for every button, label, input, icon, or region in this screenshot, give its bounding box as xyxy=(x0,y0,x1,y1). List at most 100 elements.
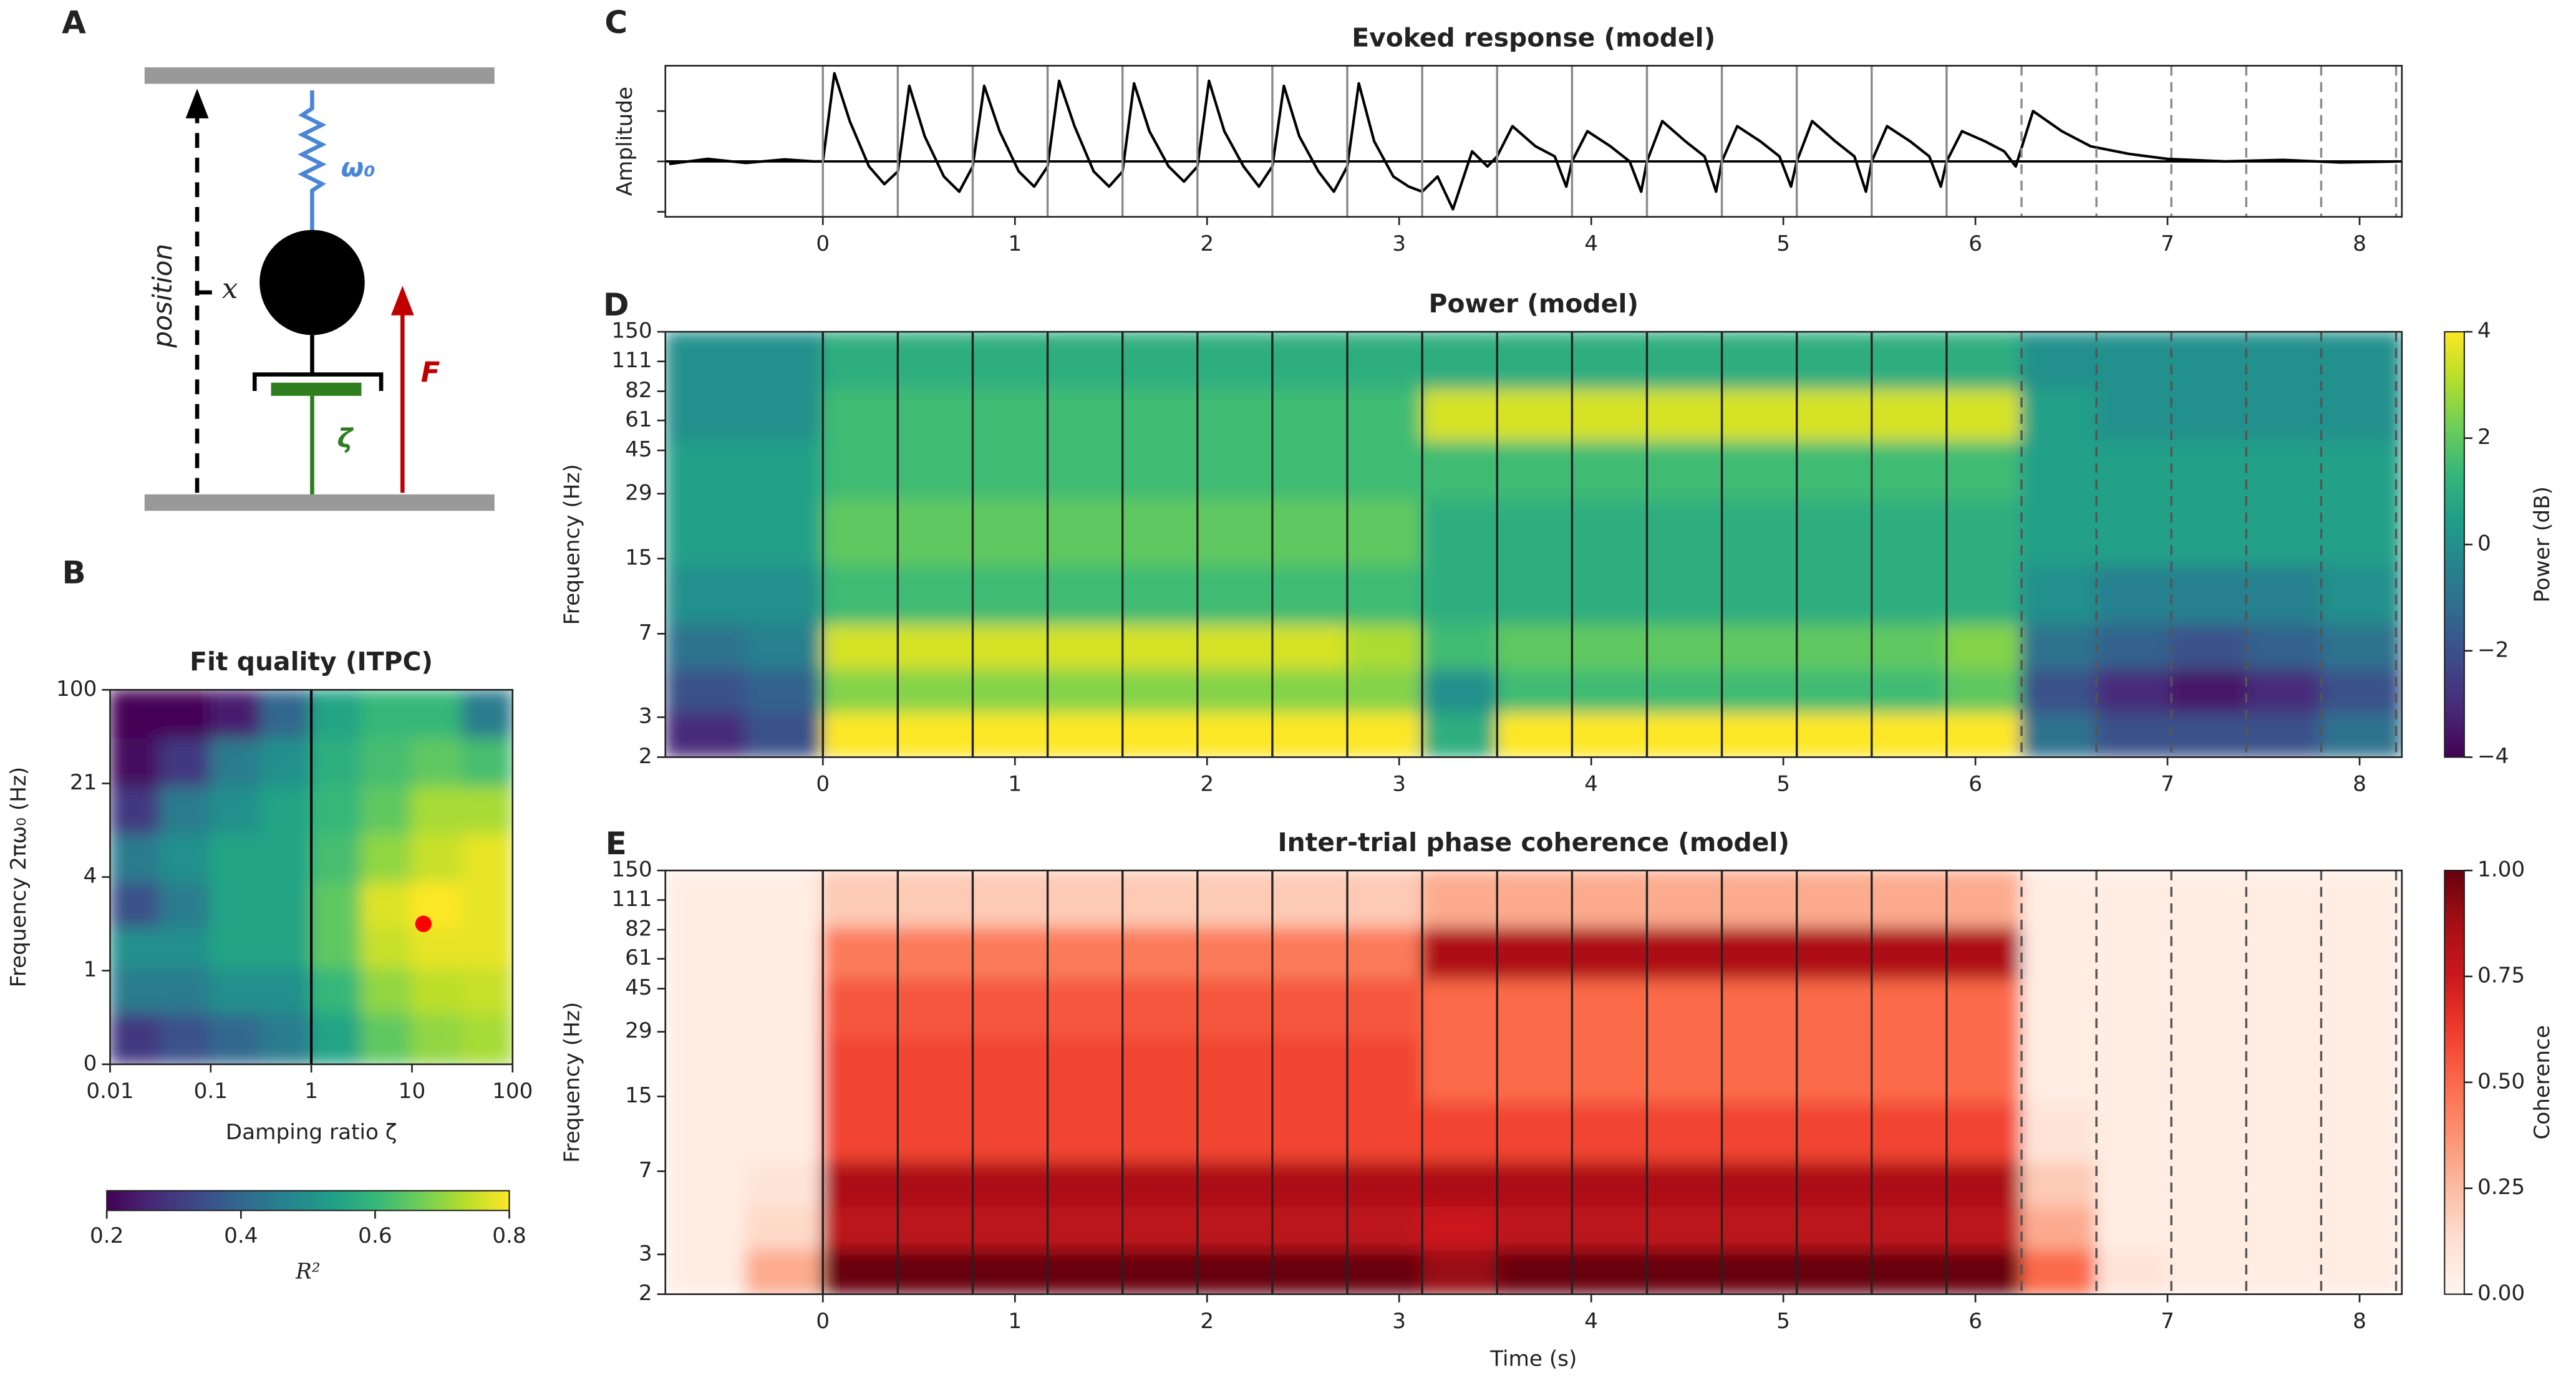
heat-cell xyxy=(821,1101,899,1162)
x-tick-label: 0 xyxy=(816,1309,830,1334)
heat-cell xyxy=(1945,668,2023,713)
heat-cell xyxy=(159,832,212,883)
heat-cell xyxy=(260,785,312,834)
panel-label: E xyxy=(606,826,627,862)
heat-cell xyxy=(361,690,413,738)
heat-cell xyxy=(2245,623,2322,670)
heat-cell xyxy=(1047,387,1124,441)
colorbar-tick-label: 0.8 xyxy=(492,1223,526,1248)
x-tick-label: 100 xyxy=(492,1079,533,1104)
colorbar-tick-label: −2 xyxy=(2477,637,2509,662)
y-tick-label: 29 xyxy=(625,480,652,505)
heat-cell xyxy=(972,440,1048,500)
heat-cell xyxy=(1121,440,1199,500)
colorbar-tick-label: 0.50 xyxy=(2477,1069,2525,1094)
heat-cell xyxy=(665,387,747,441)
x-tick-label: 2 xyxy=(1200,231,1214,256)
panel-label: B xyxy=(62,554,85,590)
heat-cell xyxy=(1196,1101,1274,1162)
axes-frame xyxy=(664,330,2403,758)
heat-cell xyxy=(1646,711,1723,758)
heat-cell xyxy=(665,711,747,758)
heat-cell xyxy=(1871,870,1948,928)
heat-cell xyxy=(1196,668,1274,713)
y-tick-label: 111 xyxy=(611,887,652,912)
heat-cell xyxy=(665,668,747,713)
position-arrowhead xyxy=(185,89,209,118)
heat-cell xyxy=(2095,387,2172,441)
colorbar-label: Coherence xyxy=(2530,1025,2555,1140)
heat-cell xyxy=(1796,668,1873,713)
heat-cell xyxy=(1871,440,1948,500)
heat-cell xyxy=(1121,387,1199,441)
heat-cell xyxy=(2095,563,2172,625)
heat-cell xyxy=(972,711,1048,758)
heat-cell xyxy=(972,1036,1048,1104)
heat-cell xyxy=(1721,870,1798,928)
heat-cell xyxy=(745,1101,823,1162)
heat-cell xyxy=(745,623,823,670)
heat-cell xyxy=(1271,1036,1349,1104)
heat-cell xyxy=(1121,1101,1199,1162)
heat-cell xyxy=(411,785,463,834)
heat-cell xyxy=(2320,440,2402,500)
heat-cell xyxy=(821,498,899,566)
heat-cell xyxy=(1346,1036,1423,1104)
heat-cell xyxy=(1496,387,1573,441)
x-tick-label: 7 xyxy=(2161,231,2174,256)
heatmap-image xyxy=(665,870,2402,1294)
y-tick-label: 111 xyxy=(611,348,652,373)
heat-cell xyxy=(1196,623,1274,670)
heat-cell xyxy=(110,880,162,928)
heat-cell xyxy=(665,1101,747,1162)
heat-cell xyxy=(2170,870,2247,928)
chart-title: Power (model) xyxy=(1429,289,1639,319)
heat-cell xyxy=(897,1248,974,1294)
y-axis-label: Frequency (Hz) xyxy=(560,464,585,625)
x-tick-label: 6 xyxy=(1968,772,1982,797)
heat-cell xyxy=(1121,978,1199,1038)
heat-cell xyxy=(1721,1160,1798,1207)
heat-cell xyxy=(1047,711,1124,758)
heat-cell xyxy=(2170,623,2247,670)
heat-cell xyxy=(897,711,974,758)
heat-cell xyxy=(1346,668,1423,713)
heat-cell xyxy=(2095,668,2172,713)
y-tick-label: 1 xyxy=(84,957,97,982)
heat-cell xyxy=(972,332,1048,390)
heat-cell xyxy=(665,1248,747,1294)
heat-cell xyxy=(972,1248,1048,1294)
heat-cell xyxy=(1271,498,1349,566)
heat-cell xyxy=(1571,440,1648,500)
heat-cell xyxy=(210,1011,262,1064)
chart-title: Fit quality (ITPC) xyxy=(190,647,433,677)
heat-cell xyxy=(2245,1036,2322,1104)
heat-cell xyxy=(1721,925,1798,980)
heat-cell xyxy=(745,925,823,980)
heat-cell xyxy=(2020,668,2098,713)
heat-cell xyxy=(2020,1205,2098,1250)
heat-cell xyxy=(210,690,262,738)
heat-cell xyxy=(411,1011,463,1064)
heat-cell xyxy=(1121,870,1199,928)
heat-cell xyxy=(1796,711,1873,758)
position-label: position xyxy=(147,244,178,349)
heat-cell xyxy=(411,832,463,883)
y-tick-label: 3 xyxy=(639,1241,652,1266)
x-axis-label: Damping ratio ζ xyxy=(226,1120,397,1145)
heat-cell xyxy=(745,1036,823,1104)
panel-label: A xyxy=(62,4,86,41)
y-tick-label: 3 xyxy=(639,704,652,729)
heat-cell xyxy=(1571,711,1648,758)
heat-cell xyxy=(260,690,312,738)
heat-cell xyxy=(665,1160,747,1207)
heat-cell xyxy=(2320,870,2402,928)
heat-cell xyxy=(1047,870,1124,928)
x-tick-label: 4 xyxy=(1584,1309,1598,1334)
heat-cell xyxy=(361,880,413,928)
heat-cell xyxy=(665,870,747,928)
heat-cell xyxy=(745,870,823,928)
heat-cell xyxy=(1871,978,1948,1038)
heat-cell xyxy=(1196,440,1274,500)
heat-cell xyxy=(2320,623,2402,670)
